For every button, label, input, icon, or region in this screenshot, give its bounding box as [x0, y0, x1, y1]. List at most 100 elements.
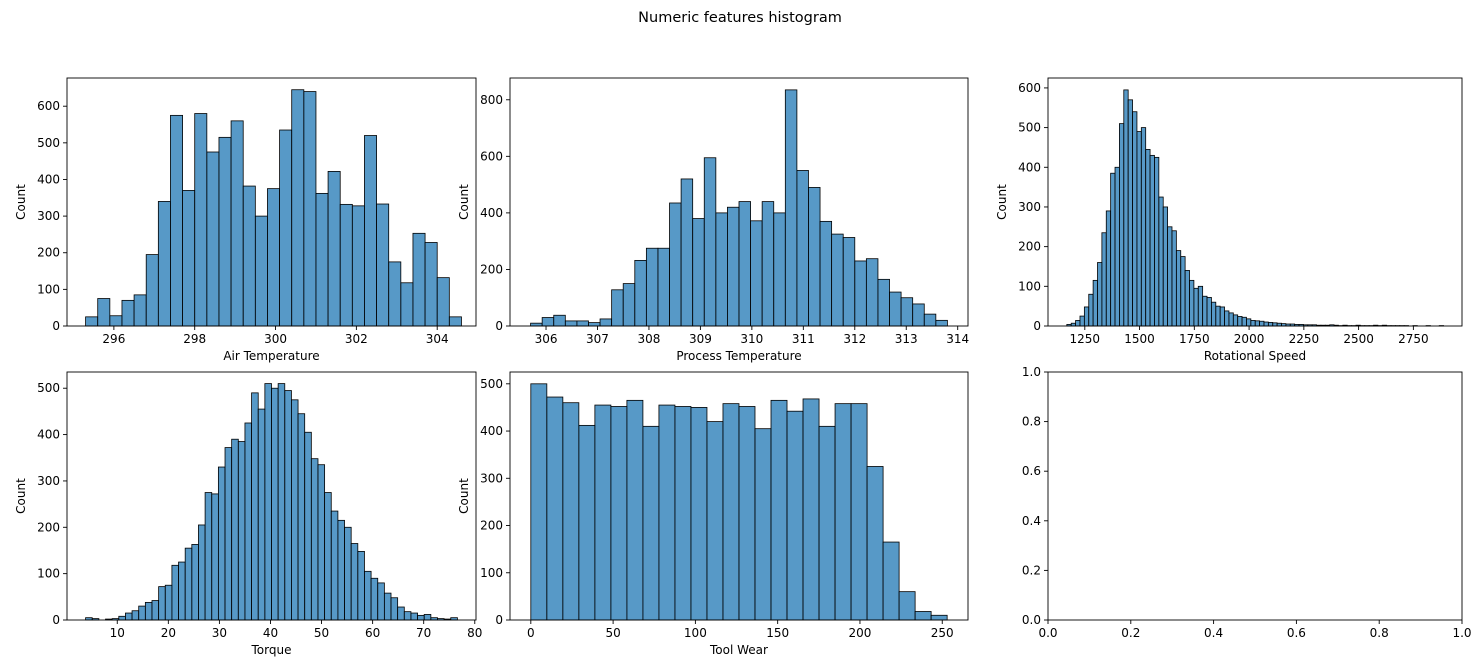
y-tick-label: 200: [480, 519, 503, 533]
x-axis-label: Process Temperature: [676, 349, 801, 363]
bar: [1175, 250, 1182, 327]
bar: [900, 297, 914, 327]
bar: [564, 320, 578, 327]
x-tick-label: 302: [345, 332, 368, 346]
y-tick-label: 100: [1018, 279, 1041, 293]
y-axis-label: Count: [14, 184, 28, 220]
bar: [754, 428, 772, 621]
bar: [642, 425, 660, 621]
bar: [423, 614, 432, 621]
bar: [834, 403, 852, 621]
bar: [1167, 226, 1173, 327]
bar: [257, 408, 266, 621]
bar: [397, 606, 405, 621]
bar: [297, 413, 306, 621]
bar: [610, 406, 628, 621]
y-tick-label: 300: [37, 209, 60, 223]
y-axis-label: Count: [457, 184, 471, 220]
y-tick-label: 400: [37, 172, 60, 186]
bar: [1241, 316, 1247, 327]
bar: [171, 564, 179, 621]
x-tick-label: 1.0: [1452, 626, 1471, 640]
y-tick-label: 600: [480, 149, 503, 163]
bar: [390, 597, 399, 621]
bar: [1180, 256, 1186, 327]
bar: [231, 438, 239, 621]
bar: [588, 322, 601, 327]
bar: [144, 601, 153, 621]
bar: [251, 392, 259, 621]
bar: [889, 291, 902, 327]
bar: [412, 232, 426, 327]
bar: [291, 399, 299, 621]
bar: [351, 205, 365, 327]
y-tick-label: 600: [37, 99, 60, 113]
bar: [410, 612, 418, 621]
x-tick-label: 311: [792, 332, 815, 346]
bar: [553, 314, 566, 327]
bar: [151, 600, 160, 621]
y-tick-label: 0: [52, 613, 60, 627]
bar: [669, 202, 682, 327]
bar: [594, 404, 612, 621]
bar: [337, 519, 345, 621]
bar: [1083, 306, 1090, 327]
bar: [706, 421, 724, 621]
bar: [254, 215, 268, 327]
x-tick-label: 296: [102, 332, 125, 346]
bar: [1272, 322, 1278, 327]
y-tick-label: 200: [37, 246, 60, 260]
x-axis-label: Air Temperature: [223, 349, 319, 363]
bar: [244, 422, 252, 621]
x-tick-label: 313: [895, 332, 918, 346]
bar: [882, 541, 900, 621]
bar: [1088, 293, 1094, 327]
x-tick-label: 307: [586, 332, 609, 346]
y-tick-label: 500: [37, 136, 60, 150]
bar: [1140, 127, 1147, 327]
y-tick-label: 0: [1033, 319, 1041, 333]
x-tick-label: 2250: [1289, 332, 1320, 346]
bar: [1079, 315, 1085, 327]
bar: [383, 592, 392, 621]
subplot: 296 298 300 302 304 0 100 200 300 400 500 600 Air Te…: [14, 77, 477, 363]
x-tick-label: 308: [637, 332, 660, 346]
x-tick-label: 310: [740, 332, 763, 346]
x-tick-label: 2500: [1343, 332, 1374, 346]
x-tick-label: 2000: [1234, 332, 1265, 346]
y-tick-label: 200: [37, 520, 60, 534]
bar: [658, 404, 676, 621]
x-tick-label: 312: [843, 332, 866, 346]
bar: [417, 614, 425, 621]
y-tick-label: 300: [480, 471, 503, 485]
bar: [191, 544, 199, 621]
x-tick-label: 40: [263, 626, 278, 640]
bar: [761, 201, 775, 327]
bar: [436, 277, 450, 327]
bar: [170, 114, 183, 327]
bar: [546, 396, 564, 621]
bar: [786, 410, 804, 621]
axes-frame: [66, 77, 477, 327]
bar: [1254, 320, 1260, 327]
bar: [1202, 295, 1208, 327]
bar: [1132, 111, 1138, 327]
bar: [291, 89, 305, 327]
y-tick-label: 600: [1018, 81, 1041, 95]
x-tick-label: 20: [161, 626, 176, 640]
bar: [350, 543, 359, 621]
bar: [370, 577, 379, 621]
bar: [125, 612, 133, 621]
bar: [796, 170, 809, 327]
y-axis-label: Count: [457, 478, 471, 514]
bar: [1263, 321, 1269, 327]
subplot: 0.0 0.2 0.4 0.6 0.8 1.0 0.0 0.2 0.4 0.6 0.8 1.0: [1022, 365, 1472, 640]
bar: [738, 201, 751, 327]
bar: [344, 526, 352, 621]
bar: [1189, 279, 1195, 327]
bar: [877, 278, 890, 327]
bar: [400, 282, 414, 327]
x-tick-label: 50: [314, 626, 329, 640]
bar: [935, 319, 948, 327]
bar: [121, 299, 135, 327]
